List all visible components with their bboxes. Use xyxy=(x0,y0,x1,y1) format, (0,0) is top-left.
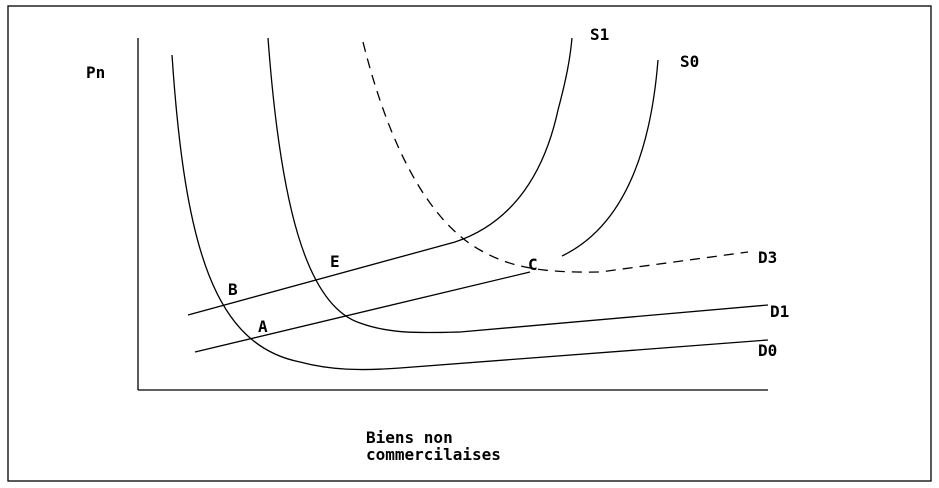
curve-label: S0 xyxy=(680,52,699,71)
curve-d0 xyxy=(171,54,769,371)
curve-d3 xyxy=(362,41,749,273)
curve-s0 xyxy=(561,59,659,257)
x-label: commercilaises xyxy=(366,445,501,464)
curve-label: D0 xyxy=(758,341,777,360)
curve-d1 xyxy=(267,37,769,334)
y-label: Pn xyxy=(86,63,105,82)
frame xyxy=(7,5,932,482)
curve-label: D3 xyxy=(758,248,777,267)
x-label: Biens non xyxy=(366,428,453,447)
curve-label: S1 xyxy=(590,25,609,44)
point-label: B xyxy=(228,280,238,299)
curve-label: D1 xyxy=(770,302,789,321)
point-label: C xyxy=(528,255,538,274)
curve-s1 xyxy=(187,37,573,316)
curve-s0 xyxy=(194,271,531,353)
point-label: A xyxy=(258,317,268,336)
point-label: E xyxy=(330,252,340,271)
